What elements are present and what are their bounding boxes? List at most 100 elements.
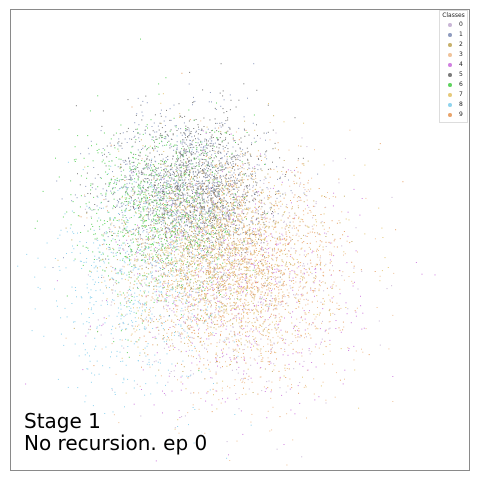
data-point bbox=[219, 197, 221, 199]
data-point bbox=[264, 272, 266, 274]
data-point bbox=[415, 262, 417, 263]
data-point bbox=[238, 261, 240, 263]
data-point bbox=[137, 286, 138, 288]
data-point bbox=[192, 104, 193, 106]
data-point bbox=[241, 222, 243, 224]
data-point bbox=[226, 321, 228, 323]
data-point bbox=[152, 298, 154, 300]
data-point bbox=[217, 239, 219, 241]
data-point bbox=[209, 214, 211, 216]
data-point bbox=[223, 193, 225, 195]
data-point bbox=[219, 247, 221, 249]
data-point bbox=[218, 241, 220, 243]
data-point bbox=[249, 233, 251, 235]
data-point bbox=[221, 236, 223, 238]
data-point bbox=[150, 173, 152, 175]
data-point bbox=[241, 242, 243, 244]
data-point bbox=[258, 274, 260, 276]
data-point bbox=[272, 250, 274, 252]
data-point bbox=[232, 146, 234, 148]
data-point bbox=[293, 248, 295, 249]
data-point bbox=[185, 182, 187, 183]
data-point bbox=[306, 195, 308, 197]
data-point bbox=[183, 250, 185, 252]
data-point bbox=[201, 254, 203, 256]
data-point bbox=[118, 138, 120, 140]
data-point bbox=[255, 294, 256, 296]
data-point bbox=[239, 201, 241, 203]
data-point bbox=[133, 207, 134, 208]
data-point bbox=[246, 152, 248, 154]
data-point bbox=[168, 189, 170, 191]
data-point bbox=[236, 361, 238, 363]
data-point bbox=[189, 290, 191, 292]
data-point bbox=[130, 177, 132, 179]
data-point bbox=[289, 263, 291, 265]
data-point bbox=[193, 214, 195, 216]
data-point bbox=[233, 155, 235, 157]
data-point bbox=[298, 266, 300, 268]
data-point bbox=[196, 224, 198, 226]
data-point bbox=[208, 277, 210, 279]
data-point bbox=[221, 276, 223, 278]
data-point bbox=[270, 397, 272, 399]
data-point bbox=[176, 130, 178, 131]
data-point bbox=[248, 281, 250, 283]
data-point bbox=[304, 337, 305, 339]
data-point bbox=[186, 267, 188, 269]
data-point bbox=[220, 63, 222, 65]
data-point bbox=[139, 207, 141, 208]
data-point bbox=[242, 378, 244, 380]
data-point bbox=[306, 199, 308, 201]
data-point bbox=[167, 381, 169, 383]
data-point bbox=[328, 321, 330, 323]
data-point bbox=[273, 363, 275, 365]
data-point bbox=[207, 196, 209, 198]
data-point bbox=[308, 324, 310, 326]
data-point bbox=[267, 268, 269, 270]
data-point bbox=[263, 222, 265, 224]
data-point bbox=[217, 193, 219, 195]
data-point bbox=[138, 183, 140, 185]
data-point bbox=[255, 228, 256, 230]
data-point bbox=[267, 278, 269, 280]
data-point bbox=[257, 135, 258, 137]
data-point bbox=[133, 153, 135, 155]
data-point bbox=[325, 206, 327, 208]
data-point bbox=[297, 207, 299, 209]
data-point bbox=[336, 308, 338, 310]
data-point bbox=[203, 176, 205, 178]
data-point bbox=[238, 189, 240, 191]
data-point bbox=[175, 289, 177, 291]
data-point bbox=[199, 144, 201, 146]
data-point bbox=[188, 266, 190, 267]
data-point bbox=[118, 226, 120, 228]
data-point bbox=[188, 156, 190, 158]
data-point bbox=[230, 157, 232, 159]
data-point bbox=[218, 326, 220, 328]
data-point bbox=[101, 300, 103, 302]
data-point bbox=[258, 164, 260, 166]
data-point bbox=[252, 122, 254, 124]
data-point bbox=[218, 185, 220, 187]
data-point bbox=[267, 168, 269, 170]
data-point bbox=[211, 206, 213, 208]
data-point bbox=[264, 176, 266, 178]
data-point bbox=[226, 215, 228, 217]
data-point bbox=[230, 255, 232, 257]
data-point bbox=[202, 286, 204, 288]
data-point bbox=[376, 307, 378, 308]
data-point bbox=[240, 184, 242, 185]
data-point bbox=[360, 305, 362, 307]
data-point bbox=[187, 151, 189, 153]
data-point bbox=[177, 160, 179, 162]
data-point bbox=[317, 173, 319, 175]
data-point bbox=[283, 444, 285, 445]
data-point bbox=[186, 165, 188, 167]
data-point bbox=[231, 164, 233, 166]
data-point bbox=[146, 214, 148, 216]
data-point bbox=[357, 251, 358, 253]
data-point bbox=[355, 350, 357, 352]
data-point bbox=[246, 269, 248, 271]
data-point bbox=[209, 219, 211, 221]
